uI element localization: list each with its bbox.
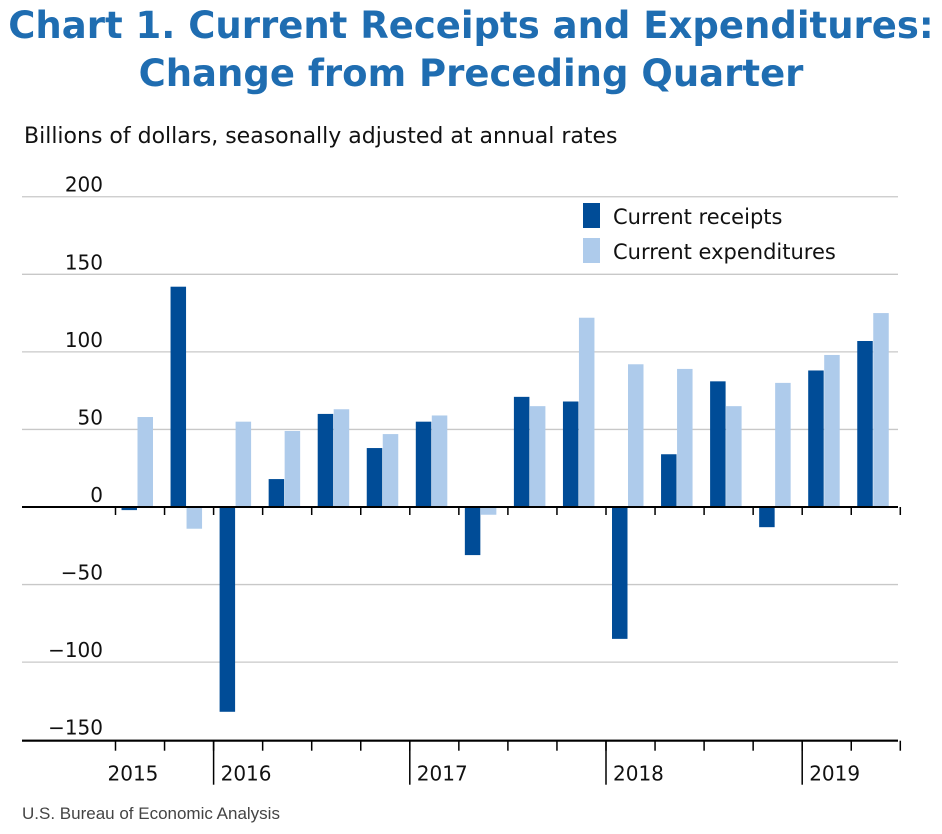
y-tick-label: 150 <box>65 250 103 274</box>
receipts-bar <box>710 381 726 507</box>
year-label: 2015 <box>108 762 159 786</box>
expenditures-bar <box>333 409 350 507</box>
year-label: 2018 <box>613 762 664 786</box>
year-label: 2016 <box>221 762 272 786</box>
y-tick-labels: 200 150 100 50 0 −50 −100 −150 <box>48 173 103 740</box>
legend-label: Current expenditures <box>613 240 836 264</box>
grid-lines <box>22 196 898 741</box>
expenditures-bar <box>578 317 595 507</box>
expenditures-bar <box>677 368 693 507</box>
expenditures-bar <box>235 421 252 507</box>
expenditures-bar <box>873 313 889 507</box>
expenditures-bar <box>382 434 399 507</box>
legend: Current receipts Current expenditures <box>583 203 836 264</box>
expenditures-bar <box>824 354 840 507</box>
receipts-bar <box>268 479 285 507</box>
y-tick-label: 0 <box>90 483 103 507</box>
legend-swatch-expenditures <box>583 238 600 263</box>
receipts-bar <box>562 401 579 507</box>
receipts-bar <box>759 507 775 528</box>
expenditures-bar <box>480 507 497 515</box>
expenditures-bar <box>726 406 742 507</box>
y-tick-label: 200 <box>65 173 103 197</box>
receipts-bar <box>808 370 824 507</box>
expenditures-bar <box>186 507 203 529</box>
chart-subtitle: Billions of dollars, seasonally adjusted… <box>24 124 618 149</box>
expenditures-bar <box>775 382 791 507</box>
receipts-bar <box>612 507 628 639</box>
y-tick-label: −50 <box>61 561 103 585</box>
expenditures-bar <box>431 415 448 507</box>
bars <box>121 286 889 712</box>
chart-title: Chart 1. Current Receipts and Expenditur… <box>0 2 942 98</box>
receipts-bar <box>857 341 873 507</box>
receipts-bar <box>317 413 334 507</box>
receipts-bar <box>366 448 383 507</box>
receipts-bar <box>464 507 481 556</box>
expenditures-bar <box>628 364 644 507</box>
expenditures-bar <box>529 406 546 507</box>
y-tick-label: −150 <box>48 716 103 740</box>
receipts-bar <box>121 507 137 511</box>
receipts-bar <box>415 421 432 507</box>
legend-label: Current receipts <box>613 205 782 229</box>
expenditures-bar <box>284 430 301 507</box>
receipts-bar <box>219 507 236 712</box>
x-year-labels: 2015 2016 2017 2018 2019 <box>108 762 861 786</box>
receipts-bar <box>170 286 187 507</box>
y-tick-label: 50 <box>78 405 103 429</box>
year-label: 2017 <box>417 762 468 786</box>
chart-title-line2: Change from Preceding Quarter <box>138 52 804 95</box>
source-note: U.S. Bureau of Economic Analysis <box>22 804 280 823</box>
y-tick-label: 100 <box>65 328 103 352</box>
y-tick-label: −100 <box>48 638 103 662</box>
receipts-bar <box>661 454 677 507</box>
expenditures-bar <box>137 417 153 507</box>
receipts-bar <box>513 396 530 507</box>
legend-swatch-receipts <box>583 203 600 228</box>
chart-title-line1: Chart 1. Current Receipts and Expenditur… <box>8 4 934 47</box>
x-axis <box>22 506 902 785</box>
year-label: 2019 <box>809 762 860 786</box>
